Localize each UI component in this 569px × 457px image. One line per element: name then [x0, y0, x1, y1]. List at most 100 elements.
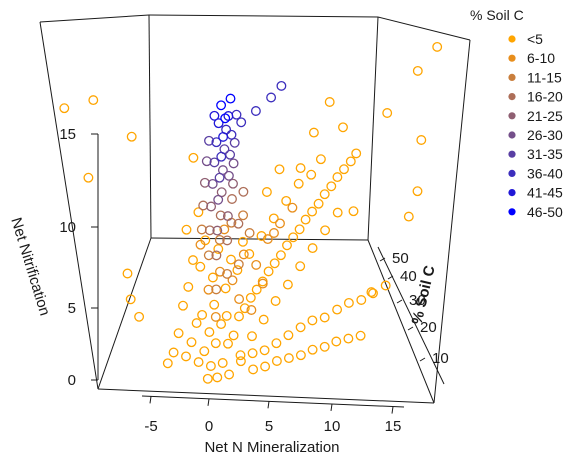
- data-point: [162, 358, 173, 369]
- data-point: [222, 268, 233, 279]
- data-point: [238, 210, 249, 221]
- y-tick-label: 0: [68, 372, 76, 389]
- data-point: [351, 148, 362, 159]
- box-edge: [39, 14, 150, 23]
- data-point: [256, 231, 267, 241]
- data-point: [210, 338, 221, 349]
- data-point: [245, 292, 256, 303]
- data-point: [282, 279, 293, 290]
- data-point: [238, 186, 249, 197]
- data-point: [251, 284, 262, 295]
- legend-label: 41-45: [527, 185, 563, 201]
- data-point: [181, 351, 191, 362]
- data-point: [59, 103, 70, 114]
- z-tick-label: 40: [400, 268, 417, 285]
- data-point: [339, 164, 349, 175]
- data-point: [196, 224, 207, 235]
- data-point: [199, 346, 210, 357]
- data-point: [203, 250, 214, 261]
- data-point: [202, 373, 213, 384]
- data-point: [211, 137, 222, 148]
- data-point: [269, 258, 280, 269]
- z-tick-label: 30: [409, 292, 426, 309]
- legend-label: 26-30: [527, 127, 563, 143]
- data-point: [237, 236, 248, 247]
- data-point: [294, 224, 305, 235]
- data-point: [268, 213, 279, 224]
- data-point: [412, 186, 423, 197]
- data-point: [197, 309, 208, 320]
- data-point: [195, 239, 206, 250]
- box-edge: [377, 16, 471, 41]
- data-point: [238, 249, 249, 260]
- data-point: [274, 164, 285, 175]
- data-point: [168, 347, 179, 358]
- data-point: [173, 328, 184, 339]
- data-point: [234, 311, 244, 322]
- legend-marker: [508, 189, 516, 197]
- data-point: [228, 178, 238, 189]
- legend-label: <5: [527, 31, 543, 47]
- legend-title: % Soil C: [470, 7, 524, 23]
- z-tick-label: 50: [392, 250, 409, 267]
- data-point: [126, 131, 137, 142]
- data-point: [307, 344, 318, 355]
- data-point: [235, 350, 246, 361]
- legend-marker: [508, 93, 516, 101]
- data-point: [218, 131, 229, 142]
- data-point: [225, 149, 236, 160]
- legend-marker: [508, 169, 516, 177]
- data-point: [382, 108, 393, 118]
- data-point: [247, 331, 257, 342]
- x-axis-line: [141, 395, 405, 408]
- data-point: [235, 356, 246, 367]
- data-point: [432, 41, 443, 52]
- data-point: [199, 177, 210, 188]
- data-point: [320, 225, 331, 236]
- data-point: [186, 337, 197, 348]
- data-point: [275, 250, 286, 261]
- box-edge: [148, 14, 379, 18]
- data-point: [271, 338, 282, 349]
- data-point: [300, 214, 311, 225]
- data-point: [343, 297, 354, 308]
- data-point: [247, 348, 258, 359]
- data-point: [248, 364, 259, 375]
- legend-marker: [508, 112, 516, 120]
- data-point: [122, 268, 133, 279]
- box-edge: [150, 237, 369, 241]
- box-edge: [39, 21, 99, 390]
- box-edge: [367, 239, 435, 404]
- data-point: [260, 361, 271, 372]
- data-point: [283, 353, 294, 364]
- data-point: [229, 137, 240, 148]
- data-point: [193, 207, 204, 218]
- x-tick-label: 15: [385, 418, 402, 435]
- data-point: [204, 135, 214, 146]
- data-point: [227, 194, 237, 204]
- data-point: [223, 170, 234, 181]
- data-point: [209, 157, 220, 168]
- data-point: [227, 275, 238, 286]
- data-point: [191, 318, 202, 329]
- data-point: [198, 200, 209, 211]
- z-axis-line: [377, 246, 445, 385]
- data-point: [343, 333, 354, 344]
- data-point: [205, 361, 216, 371]
- data-point: [88, 95, 99, 106]
- data-point: [213, 244, 224, 254]
- y-tick-label: 10: [59, 219, 76, 236]
- data-point: [220, 113, 231, 124]
- box-edge: [367, 16, 379, 241]
- data-point: [283, 330, 294, 341]
- data-point: [188, 255, 198, 266]
- z-tick: [419, 357, 426, 362]
- data-point: [403, 211, 414, 222]
- data-point: [313, 198, 324, 209]
- x-tick-label: 0: [205, 418, 213, 435]
- legend-label: 31-35: [527, 146, 563, 162]
- data-point: [345, 156, 356, 167]
- data-point: [222, 211, 233, 222]
- data-point: [228, 330, 239, 341]
